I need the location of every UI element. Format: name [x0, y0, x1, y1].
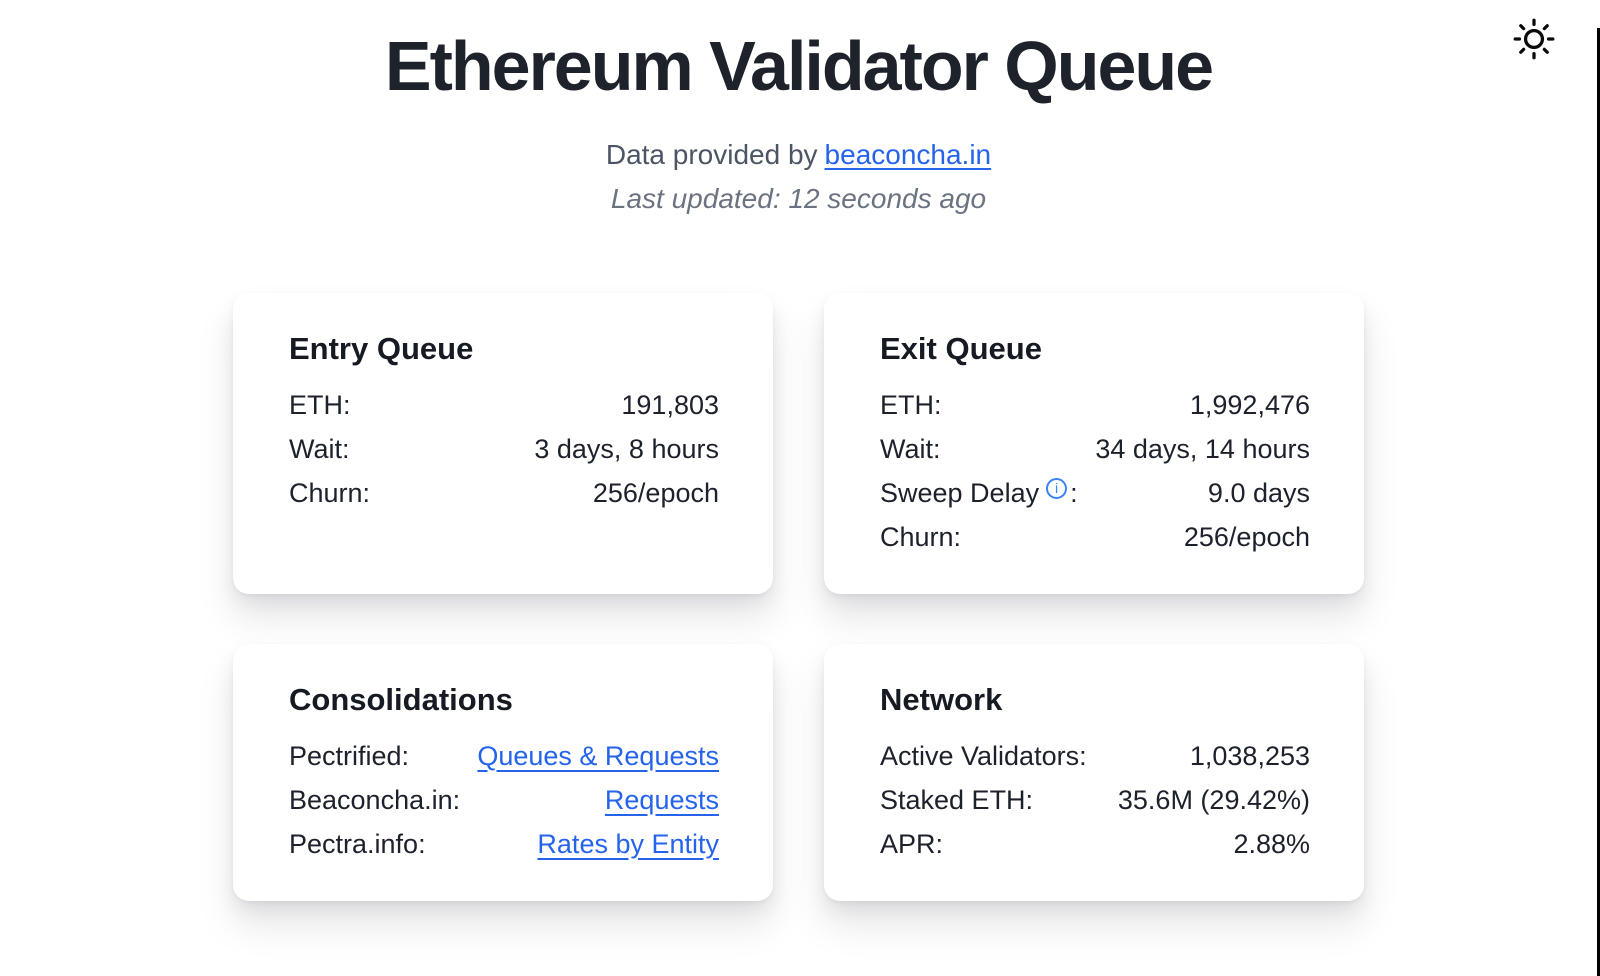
- stat-value: 34 days, 14 hours: [1095, 433, 1310, 464]
- stat-row-eth: ETH: 191,803: [289, 383, 719, 427]
- stat-label: APR:: [880, 828, 944, 859]
- card-title-network: Network: [880, 682, 1003, 717]
- card-entry-queue: Entry Queue ETH: 191,803 Wait: 3 days, 8…: [233, 293, 773, 594]
- requests-link[interactable]: Requests: [604, 784, 719, 815]
- card-title-exit-queue: Exit Queue: [880, 331, 1042, 366]
- sweep-delay-text: Sweep Delay: [880, 477, 1040, 508]
- sun-icon: [1513, 18, 1555, 60]
- card-title-entry-queue: Entry Queue: [289, 331, 474, 366]
- stat-value: 2.88%: [1233, 828, 1310, 859]
- stat-row-staked-eth: Staked ETH: 35.6M (29.42%): [880, 778, 1310, 822]
- stat-label: ETH:: [880, 389, 942, 420]
- stat-row-churn: Churn: 256/epoch: [880, 515, 1310, 559]
- stat-value: 35.6M (29.42%): [1117, 784, 1310, 815]
- card-exit-queue: Exit Queue ETH: 1,992,476 Wait: 34 days,…: [824, 293, 1364, 594]
- stat-value: 3 days, 8 hours: [534, 433, 719, 464]
- stat-label: Churn:: [880, 521, 962, 552]
- stat-label: Wait:: [880, 433, 941, 464]
- link-row-pectra-info: Pectra.info: Rates by Entity: [289, 822, 719, 866]
- data-source-line: Data provided by beaconcha.in: [233, 140, 1364, 170]
- rates-by-entity-link[interactable]: Rates by Entity: [537, 828, 719, 859]
- card-title-consolidations: Consolidations: [289, 682, 513, 717]
- link-row-beaconcha: Beaconcha.in: Requests: [289, 778, 719, 822]
- stat-row-active-validators: Active Validators: 1,038,253: [880, 734, 1310, 778]
- link-row-label: Pectra.info:: [289, 828, 426, 859]
- stat-value: 1,038,253: [1189, 740, 1310, 771]
- stat-row-sweep-delay: Sweep Delay i: 9.0 days: [880, 471, 1310, 515]
- data-source-text: Data provided by: [605, 139, 818, 170]
- theme-toggle-button[interactable]: [1511, 16, 1557, 62]
- link-row-label: Beaconcha.in:: [289, 784, 461, 815]
- beaconcha-link[interactable]: beaconcha.in: [824, 139, 992, 170]
- card-network: Network Active Validators: 1,038,253 Sta…: [824, 644, 1364, 901]
- stat-row-wait: Wait: 3 days, 8 hours: [289, 427, 719, 471]
- stat-label: Active Validators:: [880, 740, 1087, 771]
- page-title: Ethereum Validator Queue: [384, 27, 1214, 105]
- stat-label: Churn:: [289, 477, 371, 508]
- stat-row-apr: APR: 2.88%: [880, 822, 1310, 866]
- stat-label: ETH:: [289, 389, 351, 420]
- sweep-delay-colon: :: [1070, 477, 1078, 508]
- stat-label: Sweep Delay i:: [880, 477, 1078, 509]
- card-consolidations: Consolidations Pectrified: Queues & Requ…: [233, 644, 773, 901]
- stat-value: 1,992,476: [1189, 389, 1310, 420]
- link-row-label: Pectrified:: [289, 740, 410, 771]
- link-row-pectrified: Pectrified: Queues & Requests: [289, 734, 719, 778]
- stat-value: 9.0 days: [1207, 477, 1310, 508]
- stat-row-wait: Wait: 34 days, 14 hours: [880, 427, 1310, 471]
- cards-grid: Entry Queue ETH: 191,803 Wait: 3 days, 8…: [233, 293, 1364, 901]
- stat-value: 256/epoch: [592, 477, 719, 508]
- info-icon[interactable]: i: [1046, 477, 1068, 499]
- queues-and-requests-link[interactable]: Queues & Requests: [477, 740, 719, 771]
- last-updated-text: Last updated: 12 seconds ago: [610, 183, 987, 214]
- stat-row-eth: ETH: 1,992,476: [880, 383, 1310, 427]
- stat-label: Staked ETH:: [880, 784, 1034, 815]
- page-header: Ethereum Validator Queue Data provided b…: [233, 28, 1364, 214]
- stat-row-churn: Churn: 256/epoch: [289, 471, 719, 515]
- stat-label: Wait:: [289, 433, 350, 464]
- main-content: Ethereum Validator Queue Data provided b…: [233, 28, 1364, 901]
- stat-value: 256/epoch: [1183, 521, 1310, 552]
- stat-value: 191,803: [621, 389, 719, 420]
